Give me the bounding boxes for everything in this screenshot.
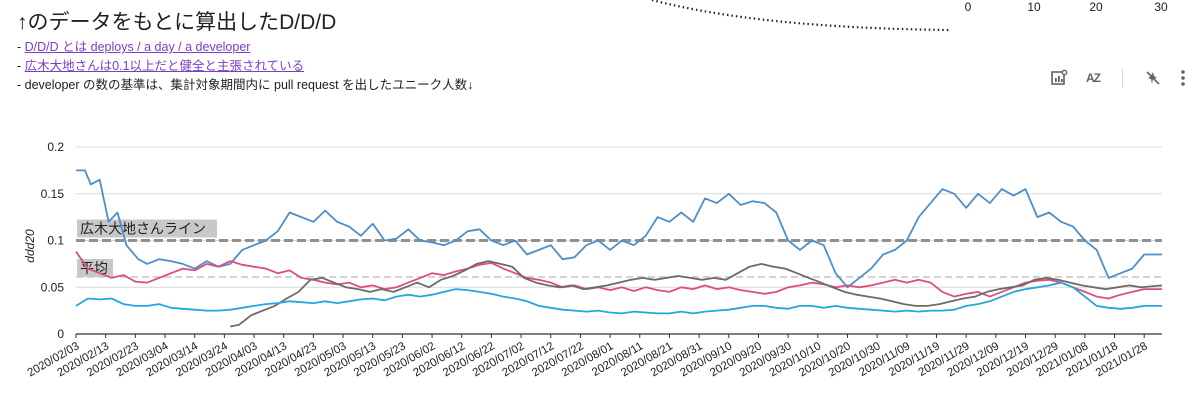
threshold-label: 広木大地さんライン (80, 221, 206, 237)
upper-scale-label: 30 (1154, 0, 1168, 14)
upper-chart-fragment (651, 0, 951, 32)
upper-scale-label: 10 (1027, 0, 1041, 14)
pin-off-icon (1146, 71, 1160, 85)
note-developer-basis: - developer の数の基準は、集計対象期間内に pull request… (17, 78, 474, 92)
upper-scale-label: 20 (1089, 0, 1103, 14)
y-tick-label: 0.15 (41, 187, 65, 201)
ddd-definition-link[interactable]: D/D/D とは deploys / a day / a developer (24, 40, 251, 54)
notes: - D/D/D とは deploys / a day / a developer… (17, 38, 473, 95)
y-tick-label: 0.1 (47, 234, 64, 248)
developer-basis-text: developer の数の基準は、集計対象期間内に pull request を… (24, 78, 474, 92)
chart-title: ↑のデータをもとに算出したD/D/D (17, 11, 337, 34)
series-line-2 (75, 251, 1162, 300)
chart-toolbar: AZ (1040, 66, 1200, 90)
y-tick-label: 0.2 (47, 140, 64, 154)
upper-chart-scale: 0 10 20 30 (900, 0, 1200, 14)
chart-insights-icon (1051, 69, 1068, 85)
axis-layer: 00.050.10.150.22020/02/032020/02/132020/… (26, 140, 1150, 379)
series-line-1 (76, 169, 1162, 289)
note-hiroki-claim: - 広木大地さんは0.1以上だと健全と主張されている (17, 59, 305, 73)
average-label-bg (77, 258, 113, 277)
upper-chart-dotted-curve (651, 0, 951, 32)
series-layer (75, 169, 1163, 328)
chart-insights-button[interactable] (1046, 66, 1072, 90)
sort-az-icon: AZ (1086, 71, 1101, 85)
average-label: 平均 (80, 260, 108, 276)
sort-button[interactable]: AZ (1080, 66, 1106, 90)
toolbar-divider (1122, 68, 1123, 88)
note-ddd-definition: - D/D/D とは deploys / a day / a developer (17, 40, 251, 54)
more-vert-icon (1181, 70, 1185, 86)
hiroki-claim-link[interactable]: 広木大地さんは0.1以上だと健全と主張されている (24, 59, 305, 73)
series-line-3 (230, 260, 1163, 328)
y-tick-label: 0.05 (41, 280, 65, 294)
more-options-button[interactable] (1170, 66, 1196, 90)
threshold-label-bg (77, 219, 217, 238)
y-tick-label: 0 (57, 327, 64, 341)
upper-scale-label: 0 (964, 0, 972, 14)
y-axis-label: ddd20 (23, 229, 37, 263)
series-line-4 (75, 281, 1162, 315)
pin-off-button[interactable] (1140, 66, 1166, 90)
